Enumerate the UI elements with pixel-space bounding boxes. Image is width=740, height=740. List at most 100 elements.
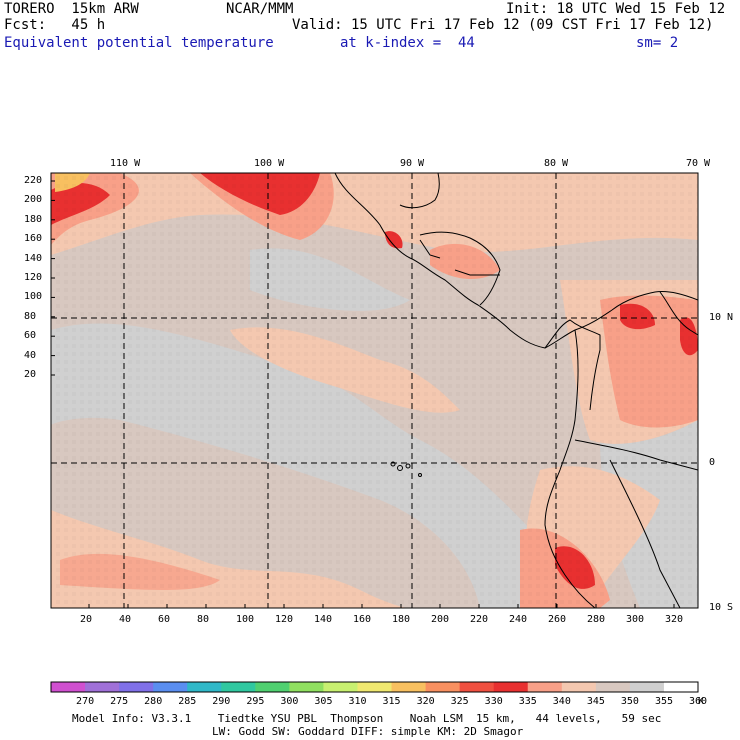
smoothing-label: sm= 2 xyxy=(636,35,679,51)
lon-label-90w: 90 W xyxy=(400,158,425,169)
center-label: NCAR/MMM xyxy=(226,1,294,17)
colorbar-swatch xyxy=(527,682,563,692)
y-tick-label: 220 xyxy=(24,175,43,186)
physics-info: LW: Godd SW: Goddard DIFF: simple KM: 2D… xyxy=(212,725,524,738)
colorbar-label: 355 xyxy=(654,696,673,707)
coast-pacific-south-america xyxy=(544,329,596,608)
galapagos-island-2 xyxy=(397,465,403,471)
colorbar-swatch xyxy=(323,682,358,692)
border-venezuela xyxy=(659,291,698,336)
coast-caribbean-honduras xyxy=(419,231,501,306)
coastlines xyxy=(334,173,698,608)
colorbar-label: 335 xyxy=(518,696,537,707)
colorbar-swatch xyxy=(51,682,86,692)
x-tick-label: 40 xyxy=(119,614,132,625)
x-tick-label: 180 xyxy=(392,614,411,625)
colorbar-swatch xyxy=(255,682,290,692)
lat-label-10n: 10 N xyxy=(709,312,734,323)
colorbar-label: 305 xyxy=(314,696,333,707)
init-time: Init: 18 UTC Wed 15 Feb 12 xyxy=(506,1,726,17)
x-tick-label: 320 xyxy=(665,614,684,625)
colorbar-label: 330 xyxy=(484,696,503,707)
x-tick-label: 260 xyxy=(548,614,567,625)
colorbar-label: 325 xyxy=(450,696,469,707)
forecast-hour: Fcst: 45 h xyxy=(4,17,106,33)
colorbar-swatch xyxy=(221,682,256,692)
plot-frame xyxy=(50,172,699,609)
colorbar-swatch xyxy=(561,682,597,692)
x-tick-label: 100 xyxy=(236,614,255,625)
border-colombia xyxy=(544,319,601,411)
colorbar-swatch xyxy=(459,682,495,692)
field-name: Equivalent potential temperature xyxy=(4,35,274,51)
colorbar-label: 290 xyxy=(212,696,231,707)
border-guatemala xyxy=(419,239,441,259)
field-texture xyxy=(51,173,698,608)
colorbar-swatch xyxy=(391,682,427,692)
colorbar-label: 320 xyxy=(416,696,435,707)
y-tick-label: 120 xyxy=(24,272,43,283)
colorbar-label: 295 xyxy=(246,696,265,707)
x-tick-label: 220 xyxy=(470,614,489,625)
y-tick-label: 60 xyxy=(24,330,37,342)
colorbar-label: 275 xyxy=(110,696,129,707)
colorbar-label: 300 xyxy=(280,696,299,707)
x-tick-label: 140 xyxy=(314,614,333,625)
border-ecuador-peru xyxy=(574,439,698,471)
x-tick-label: 120 xyxy=(275,614,294,625)
x-tick-label: 300 xyxy=(626,614,645,625)
colorbar-swatch xyxy=(153,682,188,692)
temperature-field xyxy=(51,173,698,608)
colorbar-swatch xyxy=(493,682,529,692)
galapagos-island-3 xyxy=(405,463,411,469)
x-tick-label: 280 xyxy=(587,614,606,625)
colorbar-label: 270 xyxy=(76,696,95,707)
colorbar-swatch xyxy=(595,682,631,692)
lon-label-100w: 100 W xyxy=(254,158,285,169)
colorbar-label: 345 xyxy=(586,696,605,707)
colorbar-unit: K xyxy=(698,696,705,707)
galapagos-island-1 xyxy=(390,461,396,467)
level-label: at k-index = 44 xyxy=(340,35,475,51)
colorbar xyxy=(50,681,699,693)
y-tick-label: 200 xyxy=(24,194,43,206)
colorbar-frame xyxy=(50,681,699,693)
axis-ticks xyxy=(51,180,675,608)
model-info: Model Info: V3.3.1 Tiedtke YSU PBL Thomp… xyxy=(72,712,662,725)
colorbar-label: 350 xyxy=(620,696,639,707)
graticule xyxy=(51,173,698,608)
colorbar-swatch xyxy=(119,682,154,692)
y-tick-label: 20 xyxy=(24,369,37,380)
valid-time: Valid: 15 UTC Fri 17 Feb 12 (09 CST Fri … xyxy=(292,17,714,33)
model-title: TORERO 15km ARW xyxy=(4,1,139,17)
y-tick-label: 160 xyxy=(24,233,43,245)
colorbar-swatch xyxy=(357,682,393,692)
y-tick-label: 80 xyxy=(24,310,37,322)
y-tick-label: 180 xyxy=(24,213,43,225)
y-tick-label: 40 xyxy=(24,349,37,361)
lat-label-equator: 0 xyxy=(709,457,716,468)
coast-pacific-central-america xyxy=(334,173,698,349)
galapagos-island-4 xyxy=(418,473,422,477)
colorbar-swatch xyxy=(85,682,120,692)
colorbar-label: 285 xyxy=(178,696,197,707)
colorbar-swatch xyxy=(289,682,324,692)
x-tick-label: 80 xyxy=(197,614,210,625)
colorbar-label: 340 xyxy=(552,696,571,707)
lon-label-80w: 80 W xyxy=(544,158,569,169)
x-tick-label: 240 xyxy=(509,614,528,625)
lat-label-10s: 10 S xyxy=(709,602,734,613)
x-tick-label: 160 xyxy=(353,614,372,625)
lon-label-70w: 70 W xyxy=(686,158,711,169)
y-tick-label: 140 xyxy=(24,252,43,264)
coast-yucatan xyxy=(399,173,440,209)
colorbar-label: 315 xyxy=(382,696,401,707)
colorbar-label: 360 xyxy=(689,696,708,707)
x-tick-label: 20 xyxy=(80,614,93,625)
colorbar-swatch xyxy=(629,682,665,692)
x-tick-label: 200 xyxy=(431,614,450,625)
colorbar-label: 280 xyxy=(144,696,163,707)
colorbar-swatch xyxy=(663,682,699,692)
border-nicaragua xyxy=(454,269,500,276)
